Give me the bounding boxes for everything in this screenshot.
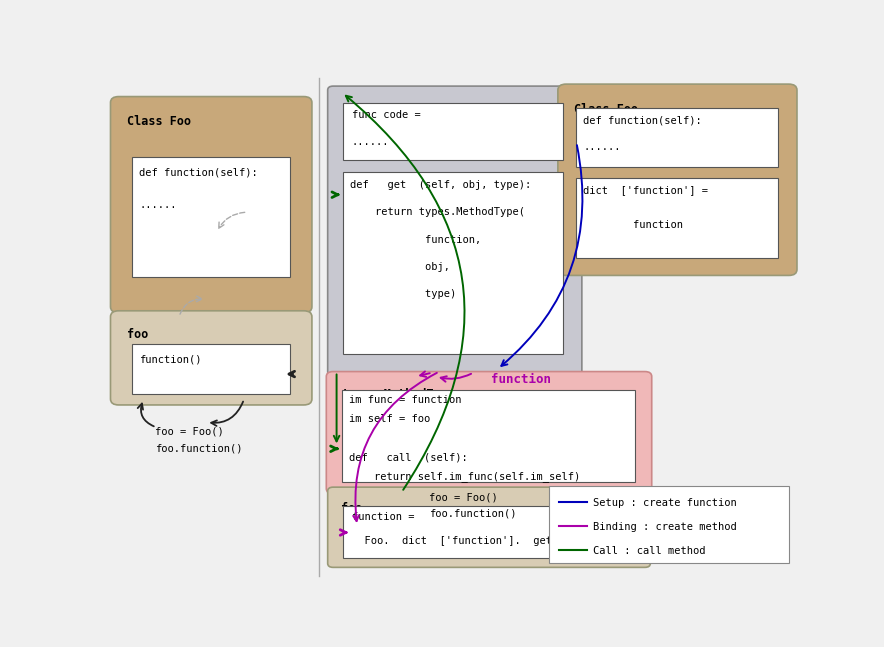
Text: foo.function(): foo.function() (429, 509, 516, 519)
Bar (133, 344, 290, 394)
Text: ......: ...... (140, 200, 177, 210)
Text: return self.im_func(self.im_self): return self.im_func(self.im_self) (349, 471, 580, 482)
Bar (344, 103, 563, 160)
Text: Call : call method: Call : call method (593, 546, 706, 556)
Text: foo = Foo(): foo = Foo() (429, 492, 498, 502)
FancyBboxPatch shape (328, 487, 651, 567)
Text: ......: ...... (583, 142, 621, 153)
Text: foo: foo (341, 502, 362, 515)
Text: function: function (491, 373, 551, 386)
FancyBboxPatch shape (326, 371, 652, 494)
FancyBboxPatch shape (110, 96, 312, 313)
Text: function,: function, (350, 235, 482, 245)
Bar (344, 172, 563, 354)
Text: types.MethodType: types.MethodType (341, 388, 455, 400)
FancyBboxPatch shape (558, 84, 797, 276)
Bar (342, 390, 636, 482)
Bar (576, 107, 779, 168)
Text: function(): function() (140, 354, 202, 364)
Text: Foo.  dict  ['function'].  get  (foo, Foo): Foo. dict ['function']. get (foo, Foo) (352, 536, 627, 546)
Text: foo = Foo(): foo = Foo() (155, 426, 224, 436)
Text: im func = function: im func = function (349, 395, 461, 406)
Text: Class Foo: Class Foo (127, 115, 191, 128)
Text: type): type) (350, 289, 456, 300)
Bar (133, 157, 290, 277)
Text: def   call  (self):: def call (self): (349, 452, 468, 462)
Text: func code =: func code = (352, 110, 421, 120)
Text: im self = foo: im self = foo (349, 415, 431, 424)
Text: return types.MethodType(: return types.MethodType( (350, 207, 525, 217)
Text: Class Foo: Class Foo (575, 102, 638, 116)
Text: Setup : create function: Setup : create function (593, 498, 737, 508)
Text: dict  ['function'] =: dict ['function'] = (583, 185, 708, 195)
Bar (344, 506, 635, 558)
Text: Binding : create method: Binding : create method (593, 522, 737, 532)
Text: function: function (583, 219, 683, 230)
Text: function =: function = (352, 512, 415, 522)
Text: def function(self):: def function(self): (583, 115, 702, 125)
FancyBboxPatch shape (328, 86, 582, 375)
Text: foo.function(): foo.function() (155, 444, 242, 454)
Text: foo: foo (127, 328, 149, 341)
Text: obj,: obj, (350, 262, 450, 272)
Text: ......: ...... (352, 137, 389, 148)
Text: def function(self):: def function(self): (140, 168, 258, 177)
FancyBboxPatch shape (110, 311, 312, 405)
Bar (549, 486, 789, 564)
Bar (576, 179, 779, 258)
Text: def   get  (self, obj, type):: def get (self, obj, type): (350, 180, 531, 190)
